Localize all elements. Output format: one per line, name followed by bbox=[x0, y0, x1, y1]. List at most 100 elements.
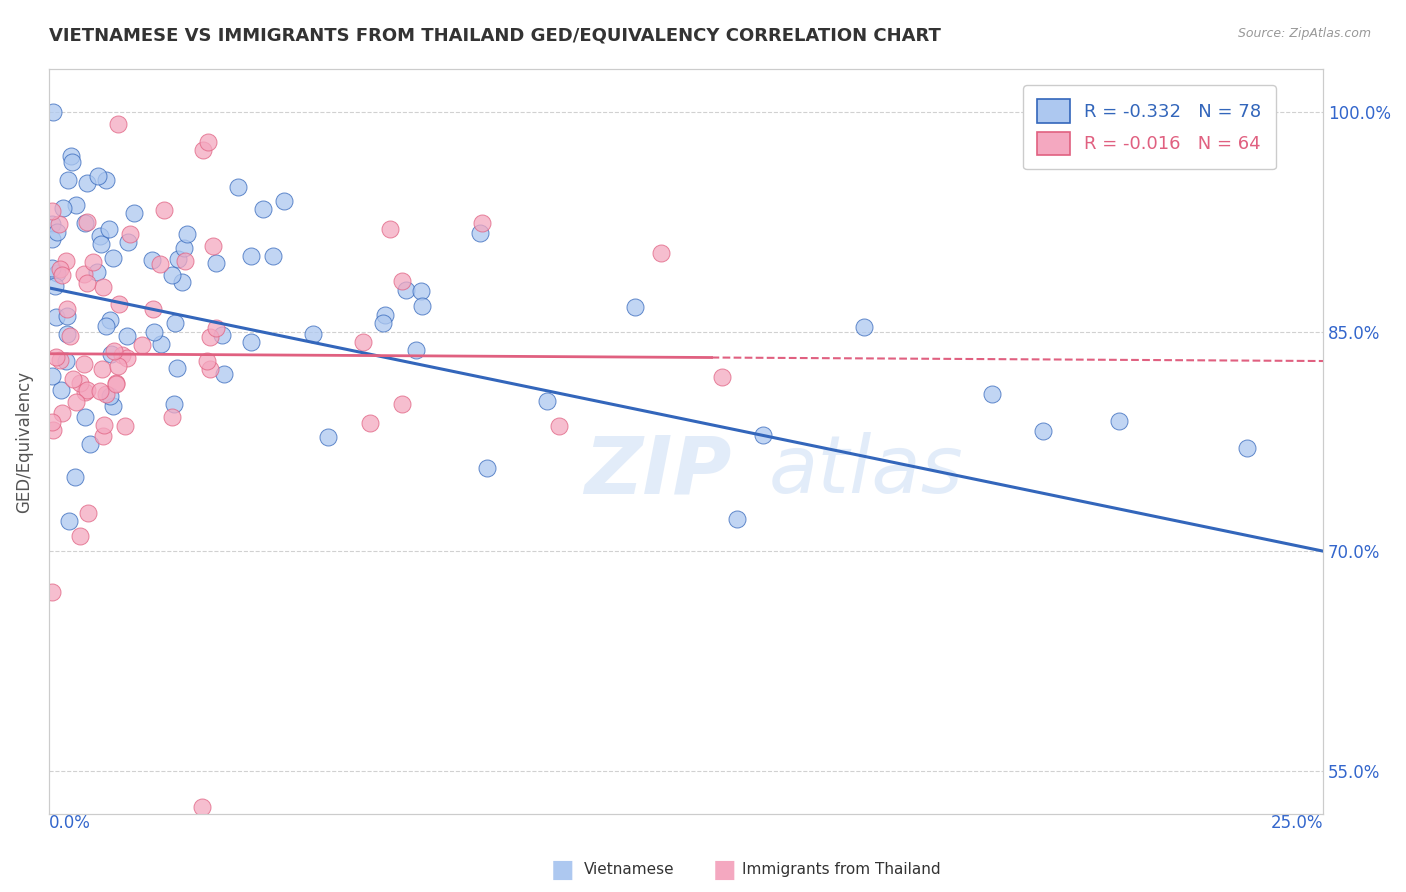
Point bbox=[141, 253, 163, 268]
Point bbox=[94, 173, 117, 187]
Point bbox=[58, 515, 80, 529]
Point bbox=[117, 351, 139, 366]
Point bbox=[853, 320, 876, 334]
Point bbox=[98, 389, 121, 403]
Text: 0.0%: 0.0% bbox=[49, 814, 91, 832]
Point bbox=[49, 383, 72, 397]
Point bbox=[45, 310, 67, 324]
Legend: R = -0.332   N = 78, R = -0.016   N = 64: R = -0.332 N = 78, R = -0.016 N = 64 bbox=[1024, 85, 1275, 169]
Point bbox=[73, 357, 96, 371]
Point bbox=[471, 216, 494, 230]
Point bbox=[142, 302, 165, 317]
Point bbox=[82, 255, 104, 269]
Point bbox=[197, 135, 219, 149]
Point bbox=[79, 436, 101, 450]
Point bbox=[980, 386, 1002, 401]
Text: ■: ■ bbox=[551, 858, 574, 881]
Point bbox=[200, 361, 222, 376]
Point bbox=[191, 800, 214, 814]
Point bbox=[107, 118, 129, 132]
Point bbox=[56, 172, 79, 186]
Point bbox=[56, 326, 79, 341]
Point bbox=[131, 338, 153, 352]
Point bbox=[205, 256, 228, 270]
Point bbox=[475, 461, 498, 475]
Point bbox=[380, 222, 402, 236]
Point bbox=[60, 149, 83, 163]
Point bbox=[391, 396, 413, 410]
Y-axis label: GED/Equivalency: GED/Equivalency bbox=[15, 370, 32, 513]
Point bbox=[94, 318, 117, 333]
Text: atlas: atlas bbox=[769, 433, 963, 510]
Point bbox=[76, 383, 98, 397]
Point bbox=[75, 410, 97, 425]
Point bbox=[273, 194, 295, 209]
Point bbox=[100, 313, 122, 327]
Point bbox=[41, 203, 63, 218]
Point bbox=[100, 347, 122, 361]
Point bbox=[536, 393, 558, 408]
Point bbox=[725, 512, 748, 526]
Point bbox=[1236, 441, 1258, 455]
Point bbox=[45, 350, 67, 364]
Point bbox=[90, 237, 112, 252]
Point bbox=[226, 180, 249, 194]
Point bbox=[262, 249, 284, 263]
Text: ZIP: ZIP bbox=[583, 433, 731, 510]
Point bbox=[163, 397, 186, 411]
Point bbox=[51, 268, 73, 283]
Point bbox=[165, 316, 187, 330]
Point bbox=[41, 369, 63, 384]
Text: ■: ■ bbox=[713, 858, 735, 881]
Point bbox=[97, 222, 120, 236]
Point bbox=[115, 328, 138, 343]
Point bbox=[240, 334, 263, 349]
Point bbox=[101, 251, 124, 265]
Point bbox=[252, 202, 274, 216]
Point bbox=[316, 429, 339, 443]
Point bbox=[198, 330, 221, 344]
Point bbox=[41, 261, 63, 276]
Point bbox=[371, 316, 394, 330]
Point bbox=[65, 469, 87, 483]
Point bbox=[650, 246, 672, 260]
Point bbox=[173, 241, 195, 255]
Point bbox=[65, 395, 87, 409]
Point bbox=[624, 300, 647, 314]
Point bbox=[391, 274, 413, 288]
Point bbox=[547, 418, 569, 433]
Point bbox=[96, 387, 118, 401]
Point bbox=[201, 238, 224, 252]
Point bbox=[751, 428, 773, 442]
Point bbox=[195, 354, 218, 368]
Point bbox=[76, 215, 98, 229]
Point bbox=[122, 206, 145, 220]
Point bbox=[411, 284, 433, 298]
Point bbox=[59, 328, 82, 343]
Point bbox=[359, 417, 381, 431]
Point bbox=[143, 325, 166, 339]
Text: Immigrants from Thailand: Immigrants from Thailand bbox=[742, 863, 941, 877]
Point bbox=[69, 376, 91, 390]
Point bbox=[49, 353, 72, 368]
Point bbox=[51, 406, 73, 420]
Point bbox=[65, 198, 87, 212]
Point bbox=[211, 328, 233, 343]
Point bbox=[75, 216, 97, 230]
Point bbox=[41, 415, 63, 429]
Point bbox=[149, 257, 172, 271]
Point bbox=[42, 423, 65, 437]
Point bbox=[45, 267, 67, 281]
Point bbox=[117, 235, 139, 250]
Point bbox=[41, 105, 63, 120]
Point bbox=[162, 268, 184, 283]
Point bbox=[52, 202, 75, 216]
Point bbox=[162, 410, 184, 425]
Point bbox=[1108, 414, 1130, 428]
Point bbox=[191, 143, 214, 157]
Point bbox=[111, 348, 134, 362]
Point bbox=[76, 176, 98, 190]
Point bbox=[205, 320, 228, 334]
Point bbox=[153, 202, 176, 217]
Point bbox=[91, 280, 114, 294]
